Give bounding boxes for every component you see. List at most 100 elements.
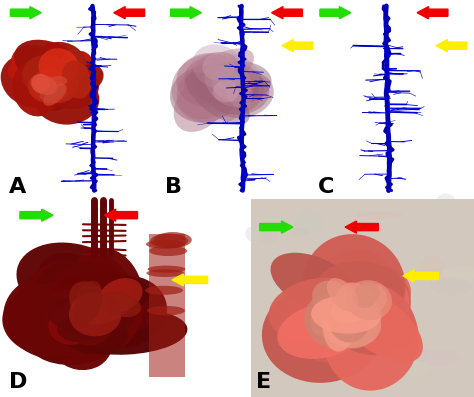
Ellipse shape [72, 312, 111, 345]
Ellipse shape [74, 281, 102, 325]
Ellipse shape [39, 253, 118, 314]
Ellipse shape [328, 301, 378, 349]
Ellipse shape [356, 372, 387, 391]
Ellipse shape [99, 278, 143, 312]
Ellipse shape [211, 71, 274, 118]
Ellipse shape [311, 296, 382, 333]
Ellipse shape [100, 292, 141, 317]
Ellipse shape [33, 65, 79, 103]
Ellipse shape [327, 278, 358, 312]
Ellipse shape [435, 193, 457, 217]
Ellipse shape [12, 61, 59, 116]
Ellipse shape [48, 302, 99, 345]
Ellipse shape [30, 73, 73, 103]
Ellipse shape [16, 261, 115, 352]
Ellipse shape [365, 282, 395, 307]
Ellipse shape [216, 71, 246, 92]
Ellipse shape [312, 281, 361, 329]
Ellipse shape [184, 58, 236, 101]
Ellipse shape [36, 260, 112, 330]
Ellipse shape [356, 247, 379, 269]
Bar [315, 0, 474, 198]
Ellipse shape [145, 286, 183, 295]
Text: B: B [165, 177, 182, 197]
Ellipse shape [33, 60, 104, 101]
Ellipse shape [225, 75, 252, 108]
Text: E: E [256, 372, 271, 392]
Ellipse shape [419, 256, 445, 277]
FancyArrow shape [345, 221, 378, 233]
Ellipse shape [43, 84, 67, 106]
Ellipse shape [60, 265, 120, 345]
Bar [159, 0, 315, 198]
Bar [149, 234, 185, 377]
Text: C: C [318, 177, 334, 197]
Ellipse shape [341, 345, 373, 355]
Ellipse shape [213, 81, 239, 102]
Ellipse shape [184, 48, 254, 96]
Ellipse shape [80, 294, 131, 325]
FancyArrow shape [320, 7, 351, 19]
Ellipse shape [154, 232, 192, 248]
Ellipse shape [313, 330, 331, 358]
Ellipse shape [170, 66, 240, 123]
Ellipse shape [46, 261, 133, 340]
Ellipse shape [146, 269, 184, 277]
Ellipse shape [191, 70, 259, 106]
Ellipse shape [322, 304, 381, 348]
Ellipse shape [268, 278, 365, 341]
Ellipse shape [23, 56, 59, 87]
Ellipse shape [186, 72, 250, 124]
Ellipse shape [53, 51, 94, 96]
Ellipse shape [303, 234, 406, 336]
Ellipse shape [213, 54, 260, 91]
Ellipse shape [150, 233, 188, 248]
FancyArrow shape [114, 7, 145, 19]
FancyArrow shape [282, 40, 313, 52]
Ellipse shape [328, 299, 369, 343]
FancyArrow shape [104, 209, 137, 221]
Ellipse shape [147, 306, 185, 316]
Ellipse shape [322, 294, 357, 351]
Ellipse shape [44, 60, 99, 109]
Ellipse shape [289, 227, 310, 237]
Ellipse shape [40, 287, 124, 347]
Ellipse shape [149, 246, 187, 256]
Ellipse shape [24, 77, 70, 111]
Bar [0, 0, 159, 198]
Ellipse shape [66, 297, 134, 339]
FancyArrow shape [171, 7, 201, 19]
Ellipse shape [260, 223, 277, 245]
Text: A: A [9, 177, 26, 197]
Ellipse shape [346, 280, 392, 320]
Ellipse shape [45, 76, 67, 87]
Ellipse shape [55, 272, 149, 315]
Bar [251, 198, 474, 397]
Ellipse shape [176, 53, 242, 107]
Ellipse shape [277, 303, 367, 359]
Ellipse shape [0, 54, 64, 108]
Ellipse shape [204, 65, 246, 107]
Ellipse shape [28, 69, 72, 103]
Ellipse shape [324, 288, 419, 391]
FancyArrow shape [10, 7, 41, 19]
Ellipse shape [24, 60, 80, 108]
Ellipse shape [69, 292, 121, 336]
Ellipse shape [311, 278, 405, 355]
Ellipse shape [288, 273, 384, 333]
Ellipse shape [11, 45, 71, 91]
Ellipse shape [295, 209, 323, 235]
Ellipse shape [331, 289, 376, 324]
Ellipse shape [39, 86, 65, 100]
Ellipse shape [172, 54, 253, 124]
Ellipse shape [35, 68, 62, 92]
Ellipse shape [2, 283, 108, 357]
Ellipse shape [271, 253, 359, 313]
Ellipse shape [336, 282, 367, 312]
Ellipse shape [212, 64, 251, 102]
Ellipse shape [310, 303, 346, 337]
Ellipse shape [14, 40, 84, 90]
Ellipse shape [262, 283, 384, 383]
Ellipse shape [302, 291, 375, 362]
Ellipse shape [77, 299, 120, 335]
